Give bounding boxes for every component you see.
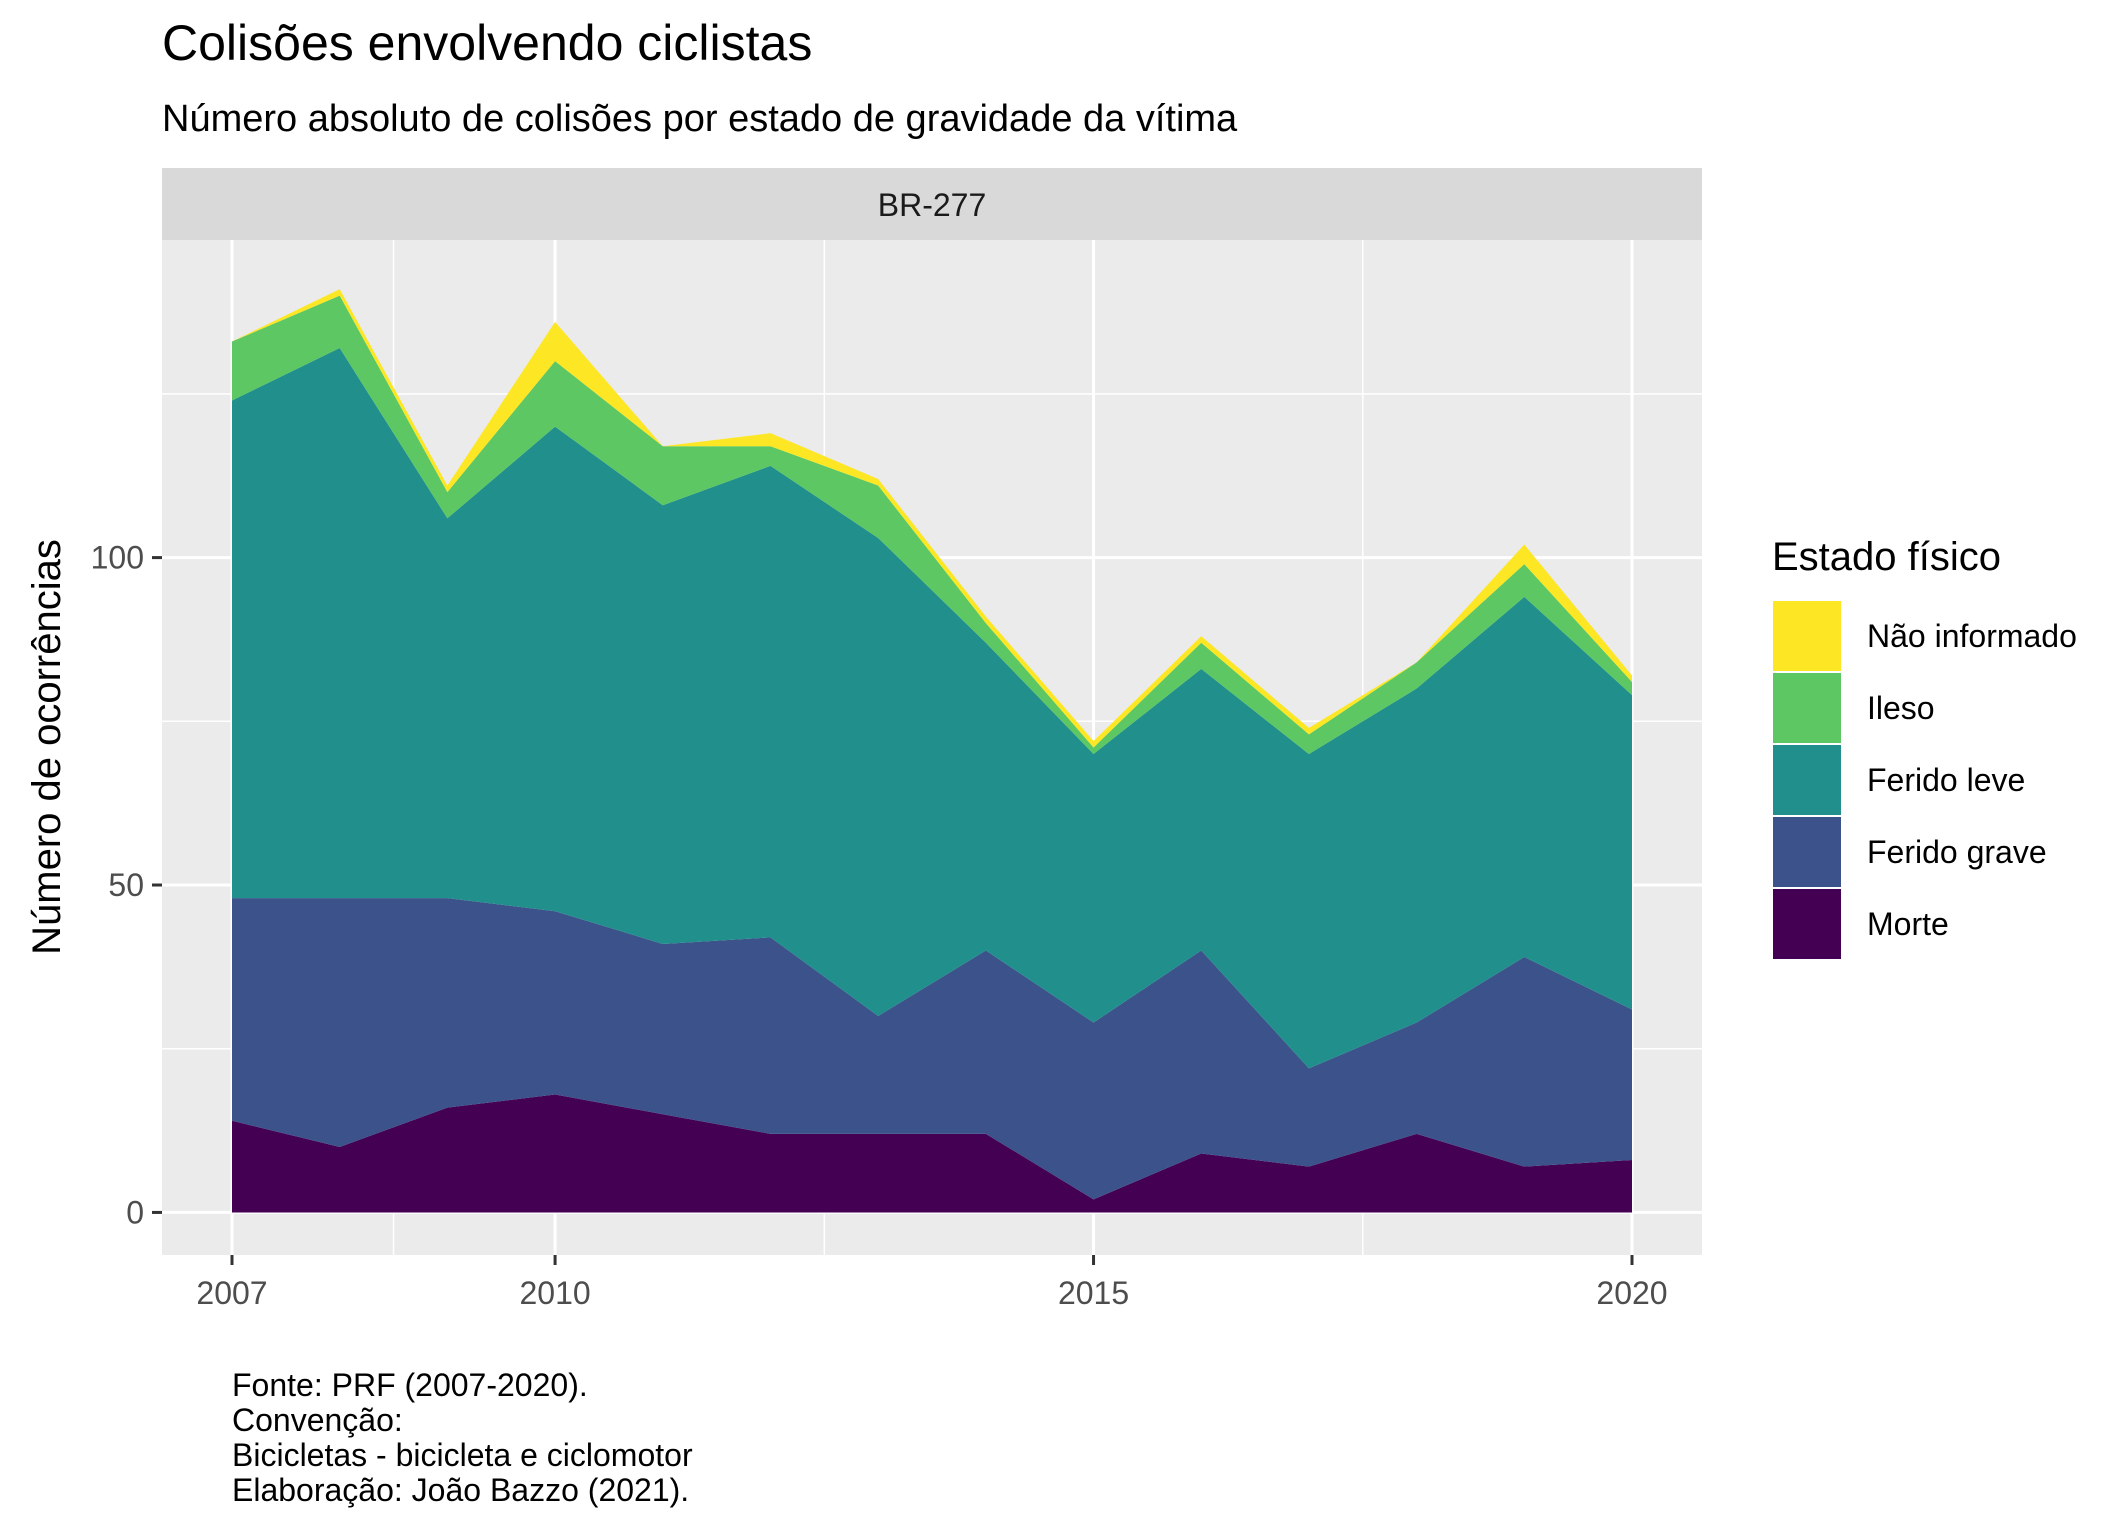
legend: Estado físico Não informado Ileso Ferido l… bbox=[1771, 535, 2077, 961]
caption-line: Elaboração: João Bazzo (2021). bbox=[232, 1472, 689, 1508]
area-ferido-grave bbox=[232, 898, 1632, 1200]
legend-label-ferido-leve: Ferido leve bbox=[1867, 762, 2025, 798]
legend-title: Estado físico bbox=[1772, 535, 2001, 579]
y-axis-title: Número de ocorrências bbox=[25, 539, 69, 955]
area-ferido-leve bbox=[232, 348, 1632, 1069]
area-ileso bbox=[232, 295, 1632, 755]
x-tick-label: 2015 bbox=[1058, 1275, 1129, 1311]
legend-key-ferido-leve bbox=[1771, 743, 1843, 817]
y-axis: 0 50 100 bbox=[91, 540, 162, 1230]
legend-label-nao-informado: Não informado bbox=[1867, 618, 2077, 654]
caption-line: Fonte: PRF (2007-2020). bbox=[232, 1367, 588, 1403]
y-tick-label: 100 bbox=[91, 540, 144, 576]
x-tick-label: 2007 bbox=[196, 1275, 267, 1311]
y-tick-label: 0 bbox=[126, 1194, 144, 1230]
caption-line: Convenção: bbox=[232, 1402, 403, 1438]
chart-subtitle: Número absoluto de colisões por estado d… bbox=[162, 98, 1238, 140]
legend-key-ferido-grave bbox=[1771, 815, 1843, 889]
legend-label-ileso: Ileso bbox=[1867, 690, 1935, 726]
caption-line: Bicicletas - bicicleta e ciclomotor bbox=[232, 1437, 693, 1473]
x-tick-label: 2020 bbox=[1596, 1275, 1667, 1311]
stacked-areas bbox=[232, 289, 1632, 1213]
area-morte bbox=[232, 1094, 1632, 1213]
facet-label: BR-277 bbox=[878, 187, 987, 223]
y-tick-label: 50 bbox=[108, 867, 144, 903]
legend-key-ileso bbox=[1771, 671, 1843, 745]
facet-strip bbox=[162, 168, 1702, 240]
x-tick-label: 2010 bbox=[519, 1275, 590, 1311]
chart-title: Colisões envolvendo ciclistas bbox=[162, 15, 812, 71]
legend-key-nao-informado bbox=[1771, 599, 1843, 673]
x-axis: 2007 2010 2015 2020 bbox=[196, 1255, 1668, 1311]
legend-label-morte: Morte bbox=[1867, 906, 1949, 942]
legend-key-morte bbox=[1771, 887, 1843, 961]
caption: Fonte: PRF (2007-2020).Convenção:Bicicle… bbox=[232, 1367, 693, 1508]
legend-label-ferido-grave: Ferido grave bbox=[1867, 834, 2047, 870]
